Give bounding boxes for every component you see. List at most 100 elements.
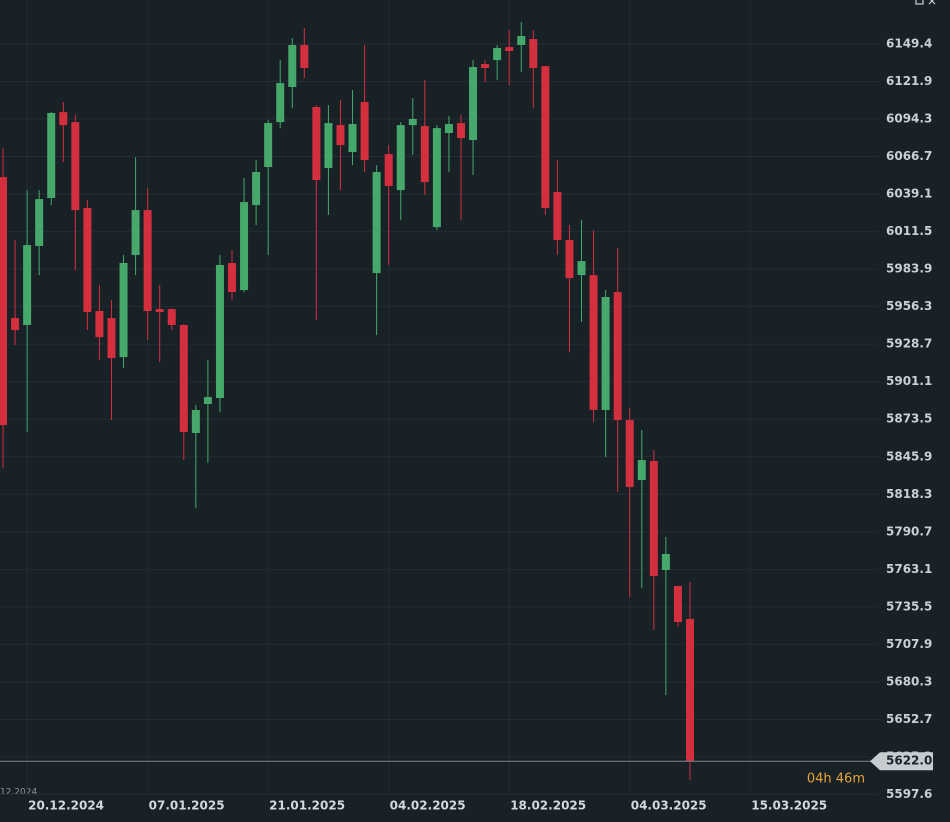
candle-body (505, 47, 514, 51)
candle (625, 408, 634, 597)
candle (529, 30, 538, 109)
candle (167, 308, 176, 331)
candle (83, 200, 92, 331)
y-tick-label: 5818.3 (886, 487, 932, 501)
candle-body (529, 39, 538, 68)
candle (661, 537, 670, 696)
candle-body (119, 262, 128, 358)
candle (685, 582, 694, 781)
candle-body (348, 124, 357, 153)
candle-body (685, 619, 694, 762)
candle (71, 115, 80, 271)
candle-body (601, 296, 610, 410)
candle (637, 429, 646, 588)
candle-body (47, 113, 56, 198)
candle (336, 100, 345, 191)
candle (264, 120, 273, 255)
candle (505, 30, 514, 85)
y-tick-label: 5983.9 (886, 262, 932, 276)
candle (23, 190, 32, 433)
candle-body (469, 67, 478, 141)
candle (420, 80, 429, 196)
candle-body (23, 245, 32, 326)
candle-body (0, 177, 8, 426)
corner-date-label: 12.2024 (0, 788, 37, 798)
close-icon[interactable] (928, 0, 936, 5)
candle-body (444, 124, 453, 133)
candle (276, 60, 285, 129)
candle (589, 230, 598, 422)
y-tick-label: 5597.6 (886, 787, 932, 801)
candle-body (131, 210, 140, 255)
candle (384, 145, 393, 266)
candle-body (336, 125, 345, 146)
candle-body (625, 420, 634, 487)
candle-body (324, 123, 333, 169)
x-tick-label: 04.03.2025 (631, 799, 707, 813)
candle (252, 160, 261, 226)
y-tick-label: 5928.7 (886, 337, 932, 351)
candle (481, 60, 490, 82)
x-tick-label: 20.12.2024 (28, 799, 104, 813)
candle-body (372, 172, 381, 274)
y-tick-label: 5956.3 (886, 299, 932, 313)
candle-body (179, 325, 188, 433)
candle (493, 45, 502, 81)
candle-body (83, 208, 92, 313)
y-tick-label: 5763.1 (886, 562, 932, 576)
candle-body (11, 318, 20, 331)
candle-body (276, 83, 285, 123)
candle (119, 254, 128, 368)
last-price-tag (870, 752, 933, 771)
last-price-label: 5622.0 (886, 754, 932, 768)
candle (517, 22, 526, 73)
candle-body (59, 112, 68, 126)
x-tick-label: 18.02.2025 (510, 799, 586, 813)
y-tick-label: 5873.5 (886, 412, 932, 426)
candle-body (143, 210, 152, 311)
x-tick-label: 15.03.2025 (751, 799, 827, 813)
y-tick-label: 5901.1 (886, 374, 932, 388)
y-tick-label: 6149.4 (886, 37, 932, 51)
candle (107, 299, 116, 421)
candle-body (252, 172, 261, 206)
candle (360, 45, 369, 173)
candle-body (312, 107, 321, 181)
candle (35, 190, 44, 276)
candle-body (95, 310, 104, 338)
candle-body (191, 409, 200, 433)
candle-body (107, 318, 116, 359)
candle (300, 28, 309, 79)
candle (396, 122, 405, 221)
x-tick-label: 21.01.2025 (269, 799, 345, 813)
candle (11, 240, 20, 345)
candle-body (203, 397, 212, 405)
y-tick-label: 6011.5 (886, 224, 932, 238)
y-tick-label: 6066.7 (886, 149, 932, 163)
candle (228, 250, 237, 300)
y-tick-label: 5680.3 (886, 674, 932, 688)
candle-body (396, 125, 405, 191)
candle-body (215, 265, 224, 399)
candle-body (384, 154, 393, 187)
candle (155, 285, 164, 362)
candle (456, 115, 465, 221)
candle (601, 290, 610, 458)
candle-body (553, 192, 562, 241)
y-tick-label: 6094.3 (886, 111, 932, 125)
candle (95, 285, 104, 360)
candle (191, 405, 200, 509)
candle-body (35, 199, 44, 246)
candle (348, 90, 357, 166)
window-controls[interactable] (915, 0, 936, 5)
candle-body (577, 261, 586, 276)
candle-body (360, 101, 369, 161)
maximize-icon[interactable] (915, 0, 924, 5)
candle-body (264, 123, 273, 167)
candle (240, 178, 249, 293)
candle-body (661, 554, 670, 571)
candle (432, 125, 441, 231)
y-tick-label: 6121.9 (886, 74, 932, 88)
candle-body (493, 48, 502, 61)
y-tick-label: 5707.9 (886, 637, 932, 651)
